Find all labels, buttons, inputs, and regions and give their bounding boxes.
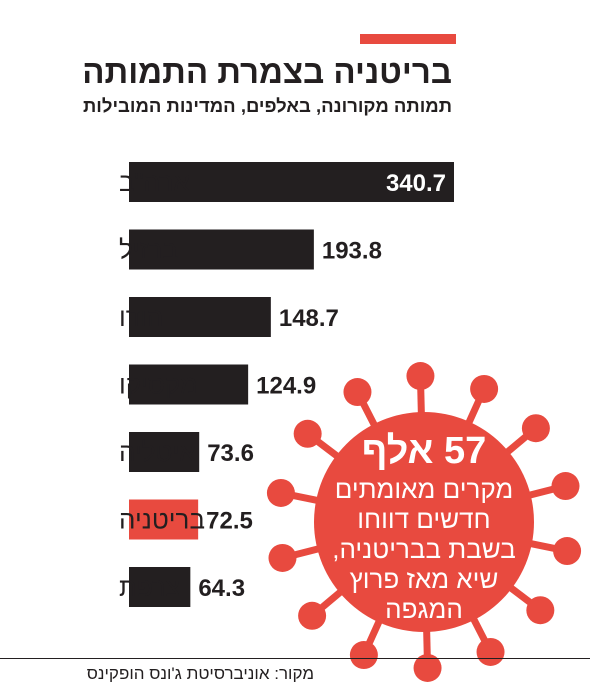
category-label-4: איטליה	[119, 437, 196, 467]
chart-title: בריטניה בצמרת התמותה	[82, 53, 452, 90]
bars-layer: ארה"ב 340.7 ברזיל 193.8 הודו 148.7 מקסיקו 124.9…	[119, 162, 454, 607]
value-label-6: 64.3	[198, 575, 245, 602]
virus-knob	[349, 641, 378, 670]
virus-knob	[476, 637, 505, 666]
callout-line-3: שיא מאז פרוץ	[350, 564, 499, 594]
virus-knob	[551, 472, 580, 501]
callout-line-0: מקרים מאומתים	[335, 474, 514, 504]
source-note: מקור: אוניברסיטת ג'ונס הופקינס	[86, 664, 314, 683]
virus-knob	[343, 378, 372, 407]
bar-2	[129, 297, 271, 337]
bar-4	[129, 432, 200, 472]
callout-headline: 57 אלף	[362, 430, 487, 472]
virus-knob	[298, 601, 327, 630]
value-label-4: 73.6	[207, 440, 254, 467]
category-label-1: ברזיל	[119, 235, 178, 265]
bar-6	[129, 567, 191, 607]
callout-line-4: המגפה	[385, 594, 463, 624]
category-label-6: צרפת	[119, 572, 180, 602]
bar-5	[129, 499, 199, 540]
accent-bar	[360, 34, 456, 44]
bar-3	[129, 364, 249, 405]
divider	[0, 658, 590, 659]
virus-knob	[293, 419, 322, 448]
virus-knob	[526, 596, 555, 625]
virus-knob	[406, 362, 435, 391]
virus-icon	[266, 362, 582, 682]
value-label-2: 148.7	[279, 305, 339, 332]
value-label-5: 72.5	[206, 508, 253, 535]
virus-knob	[470, 374, 499, 403]
callout-line-1: חדשים דווחו	[357, 504, 490, 534]
virus-knob	[266, 478, 295, 507]
bar-0	[129, 162, 454, 202]
virus-knob	[521, 414, 550, 443]
virus-body	[314, 412, 534, 632]
category-label-0: ארה"ב	[119, 167, 190, 197]
virus-knob	[413, 653, 442, 682]
category-label-3: מקסיקו	[119, 370, 198, 400]
virus-knob	[553, 537, 582, 566]
value-label-1: 193.8	[322, 238, 382, 265]
virus-knob	[268, 543, 297, 572]
bar-1	[129, 229, 314, 270]
value-label-0: 340.7	[386, 170, 446, 197]
value-label-3: 124.9	[256, 373, 316, 400]
category-label-2: הודו	[119, 302, 163, 332]
chart-subtitle: תמותה מקורונה, באלפים, המדינות המובילות	[83, 95, 452, 116]
category-label-5: בריטניה	[119, 505, 205, 535]
callout-line-2: בשבת בבריטניה,	[332, 534, 516, 564]
